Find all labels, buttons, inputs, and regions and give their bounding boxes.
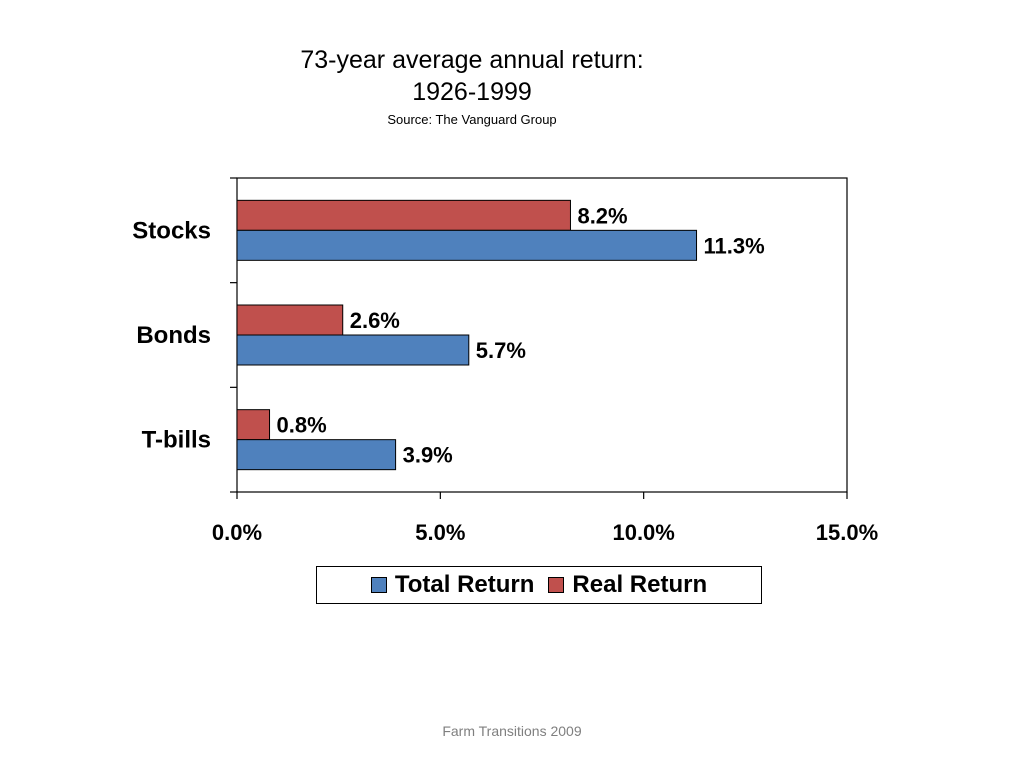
x-tick-label: 15.0% <box>816 520 878 545</box>
legend-swatch-real-return <box>548 577 565 593</box>
chart-title-block: 73-year average annual return: 1926-1999… <box>222 44 722 130</box>
data-label-real-return: 0.8% <box>277 413 327 438</box>
category-label: Stocks <box>132 217 211 244</box>
legend-label-real-return: Real Return <box>572 571 708 598</box>
category-label: Bonds <box>136 322 211 349</box>
x-tick-label: 0.0% <box>212 520 262 545</box>
x-tick-label: 5.0% <box>415 520 465 545</box>
data-label-total-return: 3.9% <box>403 443 453 468</box>
chart-subtitle: Source: The Vanguard Group <box>387 112 557 127</box>
bar-total-return <box>236 229 698 261</box>
legend-label-total-return: Total Return <box>394 571 535 598</box>
bar-real-return <box>236 409 271 441</box>
data-label-total-return: 5.7% <box>476 338 526 363</box>
data-label-real-return: 2.6% <box>350 308 400 333</box>
legend-item-total-return: Total Return <box>370 571 535 599</box>
bar-total-return <box>236 439 397 471</box>
slide-footer: Farm Transitions 2009 <box>442 723 582 739</box>
x-tick-label: 10.0% <box>612 520 674 545</box>
bar-real-return <box>236 199 571 231</box>
bar-total-return <box>236 334 470 366</box>
data-label-total-return: 11.3% <box>704 233 765 258</box>
chart-title-years: 1926-1999 <box>412 78 532 106</box>
legend: Total Return Real Return <box>316 566 762 604</box>
chart-title: 73-year average annual return: <box>300 46 644 74</box>
legend-swatch-total-return <box>370 577 387 593</box>
bar-real-return <box>236 304 344 336</box>
legend-item-real-return: Real Return <box>548 571 707 599</box>
category-label: T-bills <box>142 427 211 454</box>
data-label-real-return: 8.2% <box>577 203 627 228</box>
